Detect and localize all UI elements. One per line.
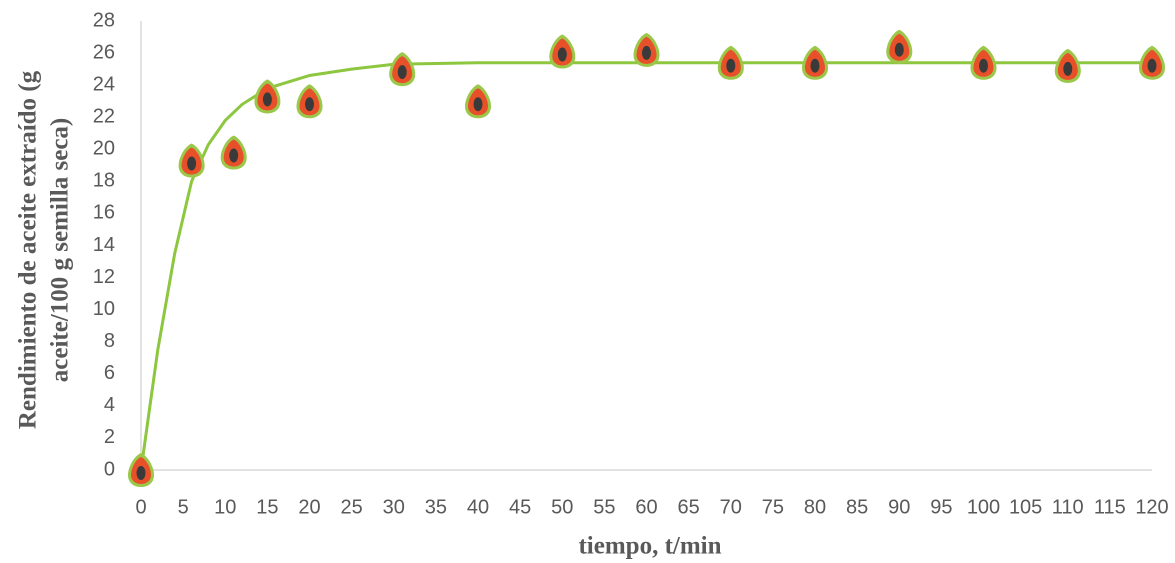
x-tick-label: 70 [720, 496, 742, 518]
papaya-seeds [979, 59, 988, 73]
x-tick-label: 90 [888, 496, 910, 518]
x-tick-label: 45 [509, 496, 531, 518]
papaya-seeds [558, 48, 567, 62]
x-tick-label: 55 [593, 496, 615, 518]
x-tick-label: 30 [383, 496, 405, 518]
y-tick-label: 26 [93, 41, 115, 63]
y-tick-label: 4 [104, 394, 115, 416]
x-tick-label: 105 [1009, 496, 1042, 518]
y-tick-label: 6 [104, 362, 115, 384]
x-tick-label: 100 [967, 496, 1000, 518]
x-tick-label: 15 [256, 496, 278, 518]
papaya-seeds [895, 43, 904, 57]
y-tick-label: 0 [104, 458, 115, 480]
papaya-seeds [137, 466, 146, 480]
y-axis-title: Rendimiento de aceite extraído (g aceite… [15, 70, 74, 429]
x-tick-label: 115 [1094, 496, 1126, 518]
y-tick-label: 22 [93, 105, 115, 127]
y-tick-label: 12 [93, 266, 115, 288]
papaya-seeds [263, 92, 272, 106]
y-axis-title-line: aceite/100 g semilla seca) [47, 118, 74, 383]
x-tick-label: 5 [178, 496, 189, 518]
papaya-seeds [187, 157, 196, 171]
y-tick-label: 10 [93, 298, 115, 320]
y-tick-label: 14 [93, 234, 115, 256]
data-point [389, 52, 415, 86]
data-point [179, 144, 205, 178]
y-tick-label: 18 [93, 170, 115, 192]
papaya-seeds [642, 46, 651, 60]
papaya-seeds [1148, 59, 1157, 73]
x-tick-label: 120 [1135, 496, 1168, 518]
x-tick-label: 85 [846, 496, 868, 518]
data-point [221, 136, 247, 170]
x-tick-label: 50 [551, 496, 573, 518]
data-point [297, 84, 323, 118]
papaya-seeds [726, 59, 735, 73]
y-tick-label: 8 [104, 330, 115, 352]
papaya-seeds [398, 65, 407, 79]
papaya-seeds [229, 149, 238, 163]
x-axis-title: tiempo, t/min [578, 533, 721, 560]
x-tick-label: 20 [298, 496, 320, 518]
data-point [886, 30, 912, 64]
y-tick-label: 24 [93, 73, 115, 95]
y-tick-label: 2 [104, 426, 115, 448]
x-tick-label: 75 [762, 496, 784, 518]
x-tick-label: 10 [214, 496, 236, 518]
x-tick-label: 80 [804, 496, 826, 518]
y-tick-label: 20 [93, 138, 115, 160]
x-tick-label: 110 [1052, 496, 1084, 518]
x-tick-label: 40 [467, 496, 489, 518]
x-tick-label: 35 [425, 496, 447, 518]
data-point [465, 84, 491, 118]
data-point [1055, 49, 1081, 83]
data-point [549, 35, 575, 69]
y-tick-label: 16 [93, 202, 115, 224]
x-tick-label: 65 [678, 496, 700, 518]
x-tick-label: 95 [930, 496, 952, 518]
data-point [1139, 46, 1165, 80]
data-point [971, 46, 997, 80]
data-point [634, 33, 660, 67]
papaya-seeds [305, 97, 314, 111]
x-tick-label: 0 [135, 496, 146, 518]
chart: tiempo, t/min Rendimiento de aceite extr… [0, 0, 1175, 563]
y-axis-title-line: Rendimiento de aceite extraído (g [15, 70, 42, 429]
papaya-seeds [474, 97, 483, 111]
data-point [718, 46, 744, 80]
data-point [128, 453, 154, 487]
fit-line [141, 63, 1152, 470]
x-tick-label: 60 [635, 496, 657, 518]
data-point [802, 46, 828, 80]
papaya-seeds [1063, 62, 1072, 76]
x-tick-label: 25 [341, 496, 363, 518]
papaya-seeds [811, 59, 820, 73]
y-tick-label: 28 [93, 9, 115, 31]
